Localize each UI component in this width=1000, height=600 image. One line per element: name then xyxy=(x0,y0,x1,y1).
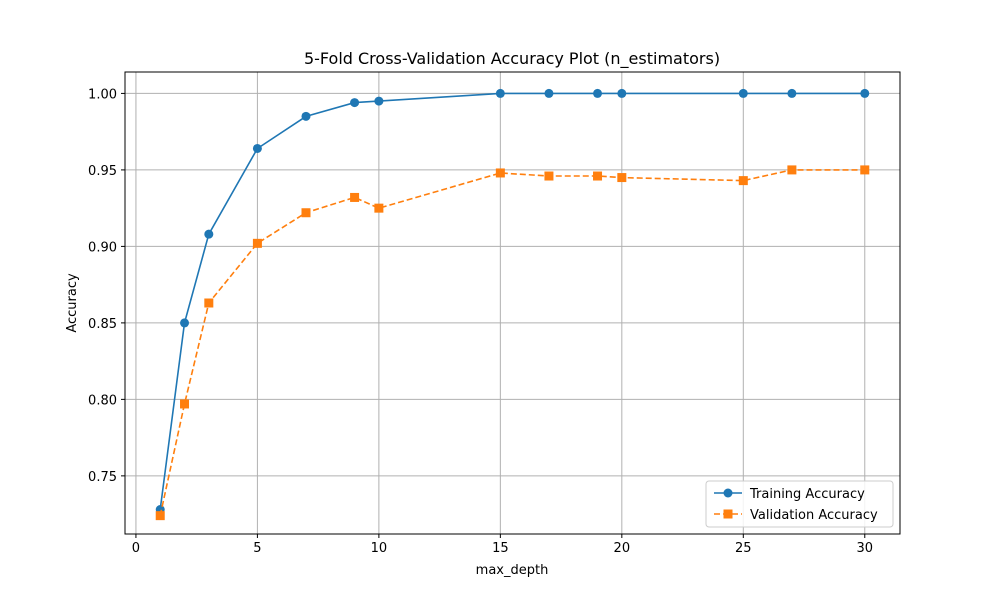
y-tick-label: 0.95 xyxy=(88,164,117,179)
data-point-circle xyxy=(204,229,214,239)
data-point-circle xyxy=(593,88,603,98)
x-tick-label: 20 xyxy=(614,541,631,556)
series-line xyxy=(159,92,865,510)
data-point-circle xyxy=(374,96,384,106)
series-line xyxy=(159,169,865,516)
series-layer xyxy=(155,88,870,521)
data-point-circle xyxy=(301,111,311,121)
y-tick-label: 1.00 xyxy=(88,87,117,102)
y-axis-ticks: 0.75 0.80 0.85 0.90 0.95 1.00 xyxy=(88,87,125,485)
data-point-circle xyxy=(787,88,797,98)
data-point-square xyxy=(544,171,554,181)
grid-lines xyxy=(125,72,900,534)
series-1 xyxy=(155,88,870,515)
x-tick-label: 15 xyxy=(492,541,509,556)
data-point-circle xyxy=(350,98,360,108)
data-point-circle xyxy=(738,88,748,98)
x-tick-label: 5 xyxy=(253,541,261,556)
data-point-square xyxy=(374,203,384,213)
data-point-square xyxy=(495,168,505,178)
x-tick-label: 10 xyxy=(371,541,388,556)
data-point-circle xyxy=(252,143,262,153)
data-point-square xyxy=(180,399,190,409)
x-tick-label: 0 xyxy=(132,541,140,556)
legend: Training Accuracy Validation Accuracy xyxy=(705,480,894,528)
data-point-circle xyxy=(180,318,190,328)
data-point-square xyxy=(204,298,214,308)
y-tick-label: 0.90 xyxy=(88,240,117,255)
data-point-square xyxy=(252,238,262,248)
x-tick-label: 30 xyxy=(856,541,873,556)
legend-item: Validation Accuracy xyxy=(714,508,878,523)
y-tick-label: 0.85 xyxy=(88,317,117,332)
data-point-square xyxy=(155,511,165,521)
legend-frame xyxy=(705,480,894,528)
data-point-square xyxy=(617,173,627,183)
y-tick-label: 0.75 xyxy=(88,470,117,485)
data-point-square xyxy=(738,176,748,186)
data-point-circle xyxy=(544,88,554,98)
legend-label: Training Accuracy xyxy=(749,487,865,502)
data-point-circle xyxy=(860,88,870,98)
x-axis-label: max_depth xyxy=(476,563,549,578)
y-axis-label: Accuracy xyxy=(65,273,80,333)
data-point-square xyxy=(723,509,733,519)
y-tick-label: 0.80 xyxy=(88,393,117,408)
x-tick-label: 25 xyxy=(735,541,752,556)
data-point-circle xyxy=(495,88,505,98)
data-point-square xyxy=(301,208,311,218)
data-point-square xyxy=(350,192,360,202)
series-2 xyxy=(155,165,870,521)
data-point-square xyxy=(593,171,603,181)
chart-title: 5-Fold Cross-Validation Accuracy Plot (n… xyxy=(304,49,720,69)
data-point-circle xyxy=(723,488,733,498)
data-point-square xyxy=(860,165,870,175)
x-axis-ticks: 0 5 10 15 20 25 30 xyxy=(132,534,873,556)
data-point-square xyxy=(787,165,797,175)
legend-label: Validation Accuracy xyxy=(750,508,878,523)
plot-frame xyxy=(124,71,901,535)
legend-item: Training Accuracy xyxy=(714,487,865,502)
data-point-circle xyxy=(617,88,627,98)
